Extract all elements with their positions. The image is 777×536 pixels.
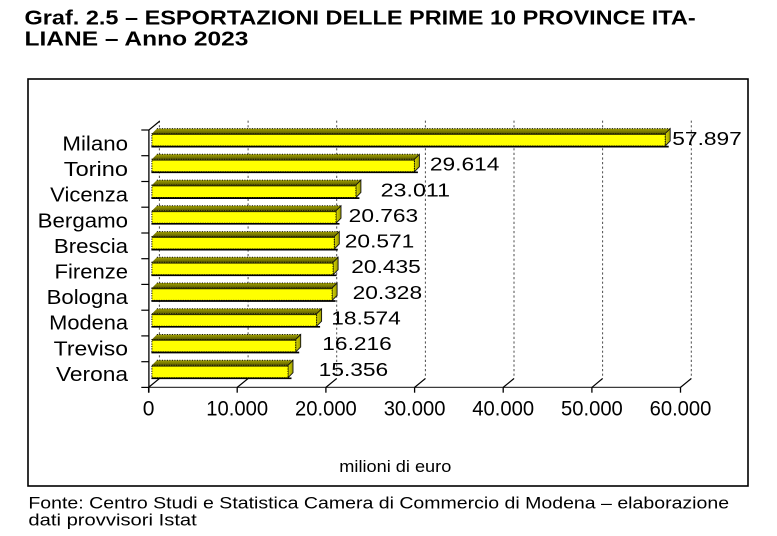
svg-text:Milano: Milano	[62, 132, 128, 155]
svg-text:50.000: 50.000	[561, 397, 623, 420]
svg-text:0: 0	[143, 397, 155, 420]
svg-text:20.571: 20.571	[345, 231, 415, 252]
svg-text:23.011: 23.011	[381, 179, 451, 200]
svg-text:Vicenza: Vicenza	[50, 184, 128, 207]
svg-text:40.000: 40.000	[472, 397, 534, 420]
svg-text:20.435: 20.435	[351, 256, 421, 277]
svg-text:Bergamo: Bergamo	[38, 209, 128, 232]
svg-text:15.356: 15.356	[319, 359, 389, 380]
svg-text:30.000: 30.000	[384, 397, 446, 420]
svg-text:Graf. 2.5 – ESPORTAZIONI DELLE: Graf. 2.5 – ESPORTAZIONI DELLE PRIME 10 …	[25, 8, 696, 30]
svg-text:20.763: 20.763	[349, 205, 419, 226]
svg-text:29.614: 29.614	[430, 154, 500, 175]
svg-text:Fonte: Centro Studi e Statisti: Fonte: Centro Studi e Statistica Camera …	[28, 493, 729, 512]
svg-text:Torino: Torino	[64, 158, 128, 181]
svg-text:10.000: 10.000	[206, 397, 268, 420]
svg-text:Modena: Modena	[49, 312, 128, 335]
svg-text:18.574: 18.574	[331, 308, 401, 329]
svg-text:Brescia: Brescia	[54, 235, 129, 258]
svg-text:dati provvisori Istat: dati provvisori Istat	[28, 510, 197, 529]
svg-text:milioni di euro: milioni di euro	[339, 457, 451, 476]
svg-text:20.000: 20.000	[295, 397, 357, 420]
svg-text:Verona: Verona	[56, 363, 129, 386]
svg-text:Bologna: Bologna	[47, 286, 129, 309]
svg-text:LIANE – Anno 2023: LIANE – Anno 2023	[25, 29, 249, 51]
svg-text:60.000: 60.000	[650, 397, 712, 420]
svg-text:16.216: 16.216	[322, 333, 392, 354]
svg-text:20.328: 20.328	[353, 282, 423, 303]
svg-text:Firenze: Firenze	[55, 261, 129, 284]
svg-text:57.897: 57.897	[672, 128, 742, 149]
svg-text:Treviso: Treviso	[54, 337, 128, 360]
